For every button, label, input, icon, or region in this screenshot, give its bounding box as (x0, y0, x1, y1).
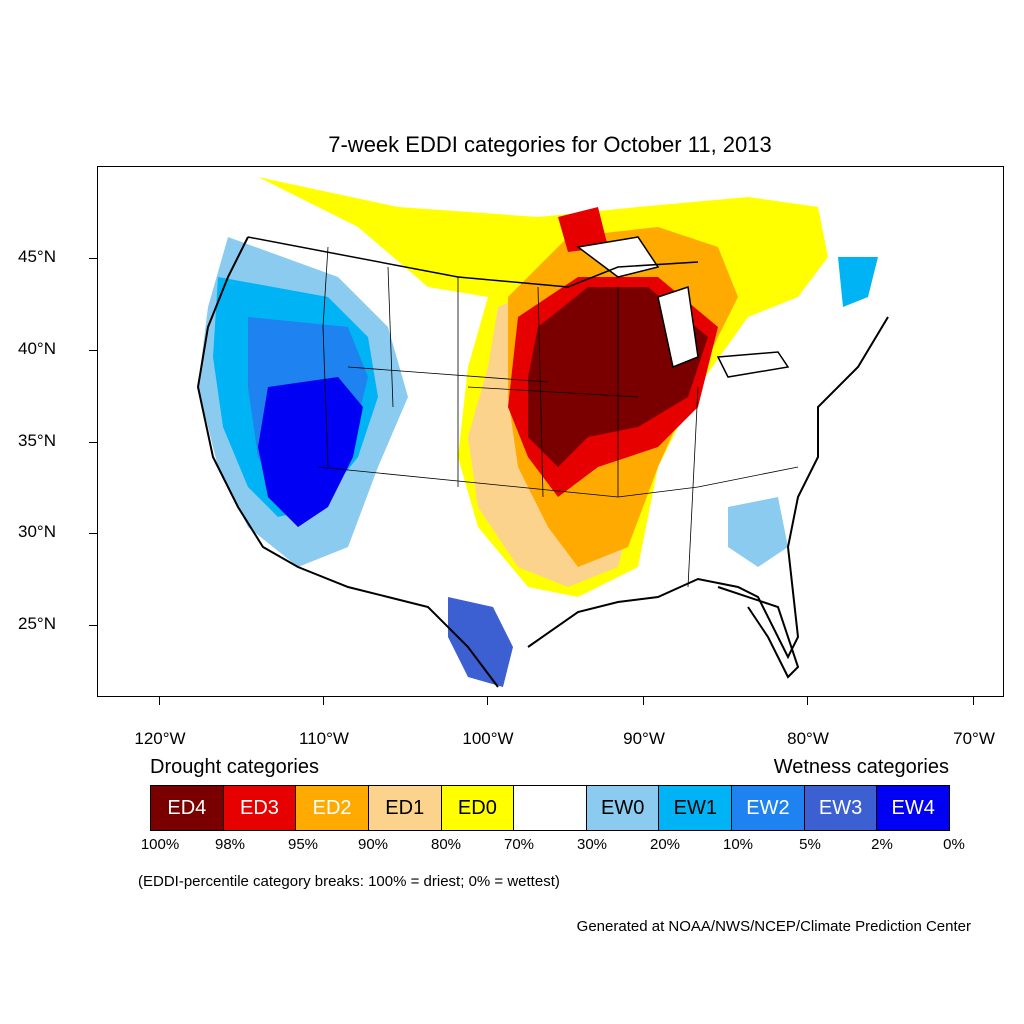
percentile-label: 98% (214, 836, 246, 853)
percentile-label: 100% (140, 836, 180, 853)
lat-label: 45°N (18, 247, 56, 266)
coastline (196, 236, 889, 688)
percentile-label: 20% (649, 836, 681, 853)
canada-border (247, 236, 699, 288)
lon-tick (159, 697, 160, 705)
category-breaks-note: (EDDI-percentile category breaks: 100% =… (138, 873, 560, 890)
lat-tick (89, 442, 97, 443)
percentile-label: 30% (576, 836, 608, 853)
lat-tick (89, 533, 97, 534)
lon-tick (973, 697, 974, 705)
legend-swatch: EW4 (877, 786, 950, 830)
legend-swatch-label: EW3 (818, 796, 863, 819)
percentile-label: 70% (503, 836, 535, 853)
lon-tick (643, 697, 644, 705)
ew2-region-texas (448, 597, 513, 687)
legend-swatch: ED3 (223, 786, 297, 830)
legend-swatch-label: ED1 (385, 796, 425, 819)
lat-label: 35°N (18, 431, 56, 450)
legend-swatch: EW1 (659, 786, 733, 830)
lat-tick (89, 350, 97, 351)
lon-label: 100°W (462, 729, 514, 748)
percentile-label: 2% (871, 836, 893, 853)
lat-label: 40°N (18, 339, 56, 358)
lat-tick (89, 258, 97, 259)
legend-swatch-label: ED0 (457, 796, 497, 819)
percentile-label: 10% (722, 836, 754, 853)
legend-colorbar: ED4 ED3 ED2 ED1 ED0 EW0 EW1 EW2 EW3 EW4 (150, 785, 950, 831)
legend-swatch-label: EW1 (673, 796, 717, 819)
lat-label: 30°N (18, 522, 56, 541)
percentile-label: 5% (799, 836, 821, 853)
lat-tick (89, 625, 97, 626)
percentile-label: 90% (357, 836, 389, 853)
map-title: 7-week EDDI categories for October 11, 2… (328, 132, 772, 157)
legend-swatch: EW0 (586, 786, 660, 830)
legend-swatch (514, 786, 587, 830)
legend-swatch-label: EW0 (600, 796, 645, 819)
legend-swatch: ED1 (368, 786, 442, 830)
gulf-coast-florida (717, 586, 800, 679)
legend-swatch: EW2 (732, 786, 805, 830)
eddi-map (97, 166, 1004, 697)
legend-swatch: ED2 (296, 786, 369, 830)
legend-swatch-label: ED2 (312, 796, 352, 819)
drought-categories-title: Drought categories (150, 756, 319, 778)
legend-swatch: ED4 (151, 786, 224, 830)
legend-swatch: ED0 (441, 786, 515, 830)
lon-label: 110°W (299, 729, 349, 748)
great-lakes (576, 236, 790, 378)
ew1-region-northeast (838, 257, 878, 307)
credit-line: Generated at NOAA/NWS/NCEP/Climate Predi… (576, 918, 971, 935)
lon-tick (487, 697, 488, 705)
percentile-label: 80% (430, 836, 462, 853)
lon-tick (323, 697, 324, 705)
wetness-categories-title: Wetness categories (773, 756, 949, 778)
state-borders (317, 246, 799, 588)
legend-swatch-label: EW2 (746, 796, 790, 819)
eddi-map-graphic (196, 177, 889, 688)
legend-swatch: EW3 (804, 786, 878, 830)
ew0-region-southeast (728, 497, 788, 567)
legend-swatch-label: ED3 (240, 796, 279, 819)
percentile-label: 95% (287, 836, 319, 853)
legend-swatch-label: ED4 (167, 796, 207, 819)
lon-tick (807, 697, 808, 705)
lon-label: 80°W (787, 729, 829, 748)
lon-label: 120°W (134, 729, 186, 748)
lon-label: 90°W (623, 729, 665, 748)
percentile-label: 0% (943, 836, 965, 853)
legend-swatch-label: EW4 (891, 796, 935, 819)
ew4-region-southwest (258, 377, 363, 527)
lat-label: 25°N (18, 614, 56, 633)
ed3-region-north (558, 207, 608, 252)
lon-label: 70°W (953, 729, 995, 748)
